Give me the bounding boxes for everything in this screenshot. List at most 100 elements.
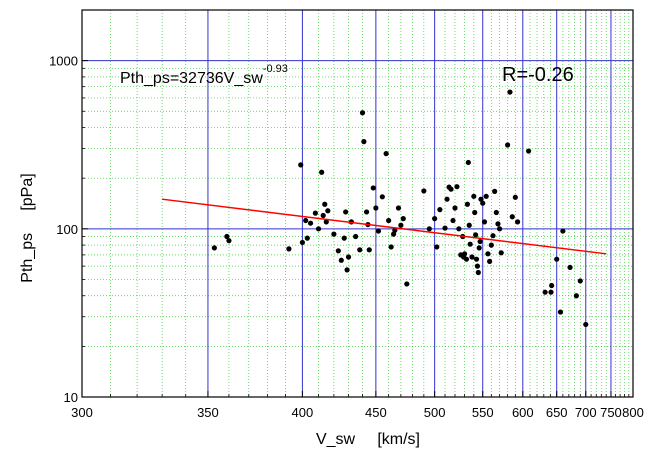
data-point <box>509 214 515 220</box>
data-point <box>507 89 513 95</box>
data-point <box>464 201 470 207</box>
data-point <box>323 219 329 225</box>
data-point <box>549 282 555 289</box>
data-point <box>363 209 370 215</box>
data-point <box>312 210 318 216</box>
data-point <box>375 228 382 234</box>
plot-frame <box>81 9 634 398</box>
data-point <box>542 289 548 295</box>
x-tick-label: 800 <box>622 405 644 420</box>
data-point <box>298 162 304 168</box>
data-point <box>432 216 438 222</box>
data-point <box>343 209 349 215</box>
data-point <box>345 254 352 260</box>
data-point <box>338 257 344 263</box>
data-point <box>366 247 372 253</box>
data-point <box>526 148 532 154</box>
data-point <box>497 226 503 232</box>
fit-equation-base: Pth_ps=32736V_sw <box>120 70 263 87</box>
x-tick-label: 400 <box>292 405 314 420</box>
data-point <box>344 267 350 273</box>
x-tick-label: 650 <box>546 405 568 420</box>
fit-line <box>162 198 607 255</box>
data-point <box>475 269 481 276</box>
data-point <box>485 251 491 257</box>
data-point <box>505 142 511 148</box>
y-tick-label: 10 <box>64 390 78 405</box>
data-point <box>461 251 468 257</box>
data-points <box>211 89 589 328</box>
data-point <box>395 205 402 211</box>
data-point <box>434 244 440 250</box>
data-point <box>465 159 471 166</box>
data-point <box>495 221 501 227</box>
data-point <box>471 193 477 199</box>
data-point <box>514 219 521 225</box>
x-axis-label: V_sw [km/s] <box>316 431 420 448</box>
data-point <box>473 232 479 238</box>
data-point <box>437 207 443 213</box>
data-point <box>554 256 560 262</box>
x-tick-label: 700 <box>575 405 597 420</box>
data-point <box>469 254 475 260</box>
data-point <box>370 185 376 191</box>
x-tick-labels: 300 350 400 450 500 550 600 650 700 750 800 <box>71 405 644 420</box>
y-axis-label: Pth_ps [pPa] <box>19 173 36 282</box>
data-point <box>481 219 488 225</box>
correlation-coefficient: R=-0.26 <box>502 64 574 86</box>
data-point <box>400 216 406 222</box>
data-point <box>567 264 573 270</box>
data-point <box>226 238 232 244</box>
data-point <box>450 217 456 224</box>
data-point <box>353 233 359 240</box>
data-point <box>477 238 483 245</box>
data-point <box>573 293 579 299</box>
data-point <box>341 235 347 241</box>
data-point <box>359 110 366 116</box>
data-point <box>299 239 305 246</box>
data-point <box>383 151 389 157</box>
data-point <box>373 205 379 211</box>
x-tick-label: 300 <box>71 405 93 420</box>
data-point <box>490 233 496 239</box>
data-point <box>448 186 454 192</box>
fit-equation: Pth_ps=32736V_sw-0.93 <box>120 63 288 87</box>
data-point <box>474 263 481 269</box>
x-tick-label: 450 <box>365 405 387 420</box>
data-point <box>512 194 518 200</box>
data-point <box>454 184 460 190</box>
data-point <box>466 222 472 228</box>
data-point <box>320 212 326 219</box>
data-point <box>322 201 328 207</box>
data-point <box>488 242 494 248</box>
x-tick-label: 750 <box>600 405 622 420</box>
data-point <box>335 248 341 254</box>
data-point <box>476 245 482 251</box>
data-point <box>286 246 292 252</box>
data-point <box>478 196 484 202</box>
data-point <box>379 194 385 200</box>
data-point <box>325 208 331 214</box>
minor-gridlines <box>82 10 633 397</box>
data-point <box>487 258 493 265</box>
data-point <box>577 278 583 284</box>
data-point <box>421 188 427 194</box>
data-point <box>315 226 322 232</box>
data-point <box>357 247 363 253</box>
data-point <box>404 281 410 287</box>
data-point <box>560 228 566 234</box>
data-point <box>472 209 478 216</box>
data-point <box>319 169 325 175</box>
data-point <box>467 241 473 247</box>
data-point <box>398 222 404 228</box>
fit-equation-exponent: -0.93 <box>263 63 288 75</box>
data-point <box>456 226 462 232</box>
y-tick-labels: 10 100 1000 <box>49 54 78 405</box>
y-tick-label: 1000 <box>49 54 78 69</box>
data-point <box>583 321 589 328</box>
data-point <box>493 209 499 216</box>
data-point <box>304 235 310 241</box>
data-point <box>392 227 398 233</box>
